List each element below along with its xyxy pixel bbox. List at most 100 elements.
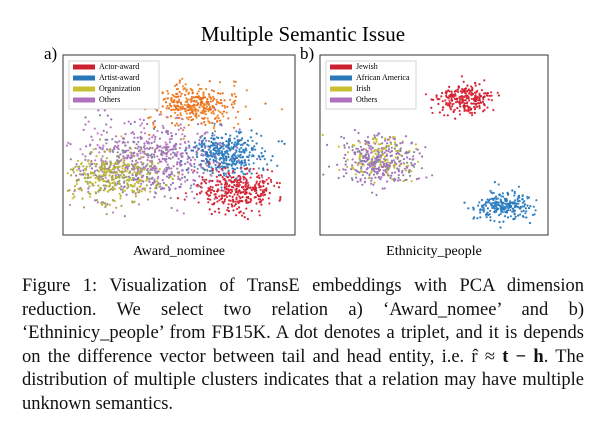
point: [221, 150, 224, 153]
point: [495, 195, 498, 198]
point: [245, 198, 248, 202]
point: [97, 176, 100, 180]
point: [466, 89, 469, 93]
point: [240, 160, 243, 164]
point: [483, 95, 486, 98]
point: [387, 144, 390, 147]
point: [207, 145, 210, 148]
point: [174, 108, 177, 111]
point: [229, 134, 232, 137]
point: [227, 144, 230, 147]
point: [207, 103, 210, 106]
point: [179, 123, 182, 126]
point: [447, 89, 450, 92]
point: [113, 146, 116, 149]
point: [148, 137, 151, 140]
point: [204, 110, 207, 113]
point: [75, 182, 78, 186]
point: [237, 131, 241, 134]
point: [237, 181, 241, 184]
point: [203, 112, 206, 115]
point: [230, 180, 233, 183]
point: [102, 167, 105, 170]
point: [216, 147, 219, 150]
point: [221, 155, 225, 158]
point: [377, 132, 380, 135]
point: [190, 168, 193, 172]
point: [138, 166, 141, 169]
point: [460, 91, 463, 94]
point: [170, 108, 173, 112]
point: [517, 206, 520, 209]
point: [220, 189, 223, 192]
point: [249, 200, 252, 204]
point: [260, 152, 263, 155]
point: [240, 214, 244, 217]
point: [170, 206, 173, 210]
point: [239, 153, 242, 156]
point: [524, 207, 528, 210]
point: [194, 179, 197, 182]
point: [346, 165, 349, 168]
point: [493, 219, 496, 223]
point: [479, 216, 482, 219]
point: [261, 198, 264, 201]
point: [449, 95, 452, 98]
point: [438, 111, 441, 114]
point: [525, 216, 528, 219]
point: [467, 95, 470, 98]
point: [137, 140, 140, 144]
point: [227, 206, 230, 209]
point: [183, 198, 186, 201]
point: [250, 188, 253, 191]
point: [219, 141, 222, 145]
point: [154, 150, 157, 154]
point: [472, 206, 475, 209]
point: [233, 102, 236, 105]
point: [227, 140, 230, 143]
point: [174, 105, 177, 109]
point: [182, 212, 185, 215]
point: [359, 141, 362, 144]
point: [189, 112, 192, 115]
point: [179, 163, 182, 166]
point: [134, 164, 137, 167]
point: [165, 169, 168, 172]
point: [215, 184, 218, 187]
point: [485, 201, 488, 204]
point: [437, 102, 440, 106]
point: [111, 185, 114, 189]
point: [166, 97, 169, 100]
point: [210, 174, 213, 177]
point: [128, 176, 132, 179]
point: [167, 157, 170, 160]
point: [203, 121, 206, 124]
point: [188, 144, 191, 147]
point: [268, 191, 271, 195]
point: [114, 177, 117, 180]
point: [204, 150, 207, 153]
legend-label: Actor-award: [99, 62, 139, 71]
point: [227, 117, 230, 120]
point: [131, 189, 134, 192]
point: [139, 135, 142, 139]
point: [247, 159, 250, 162]
point: [198, 96, 201, 100]
point: [170, 97, 173, 100]
point: [245, 196, 248, 199]
point: [257, 182, 261, 186]
point: [190, 108, 194, 111]
point: [215, 166, 218, 169]
point: [217, 183, 220, 186]
point: [166, 131, 169, 134]
point: [499, 207, 502, 210]
point: [228, 159, 231, 162]
point: [170, 170, 173, 174]
point: [223, 106, 227, 109]
point: [185, 195, 188, 198]
point: [234, 200, 237, 203]
point: [213, 210, 217, 213]
point: [111, 149, 114, 152]
point: [480, 198, 483, 202]
point: [450, 90, 453, 93]
